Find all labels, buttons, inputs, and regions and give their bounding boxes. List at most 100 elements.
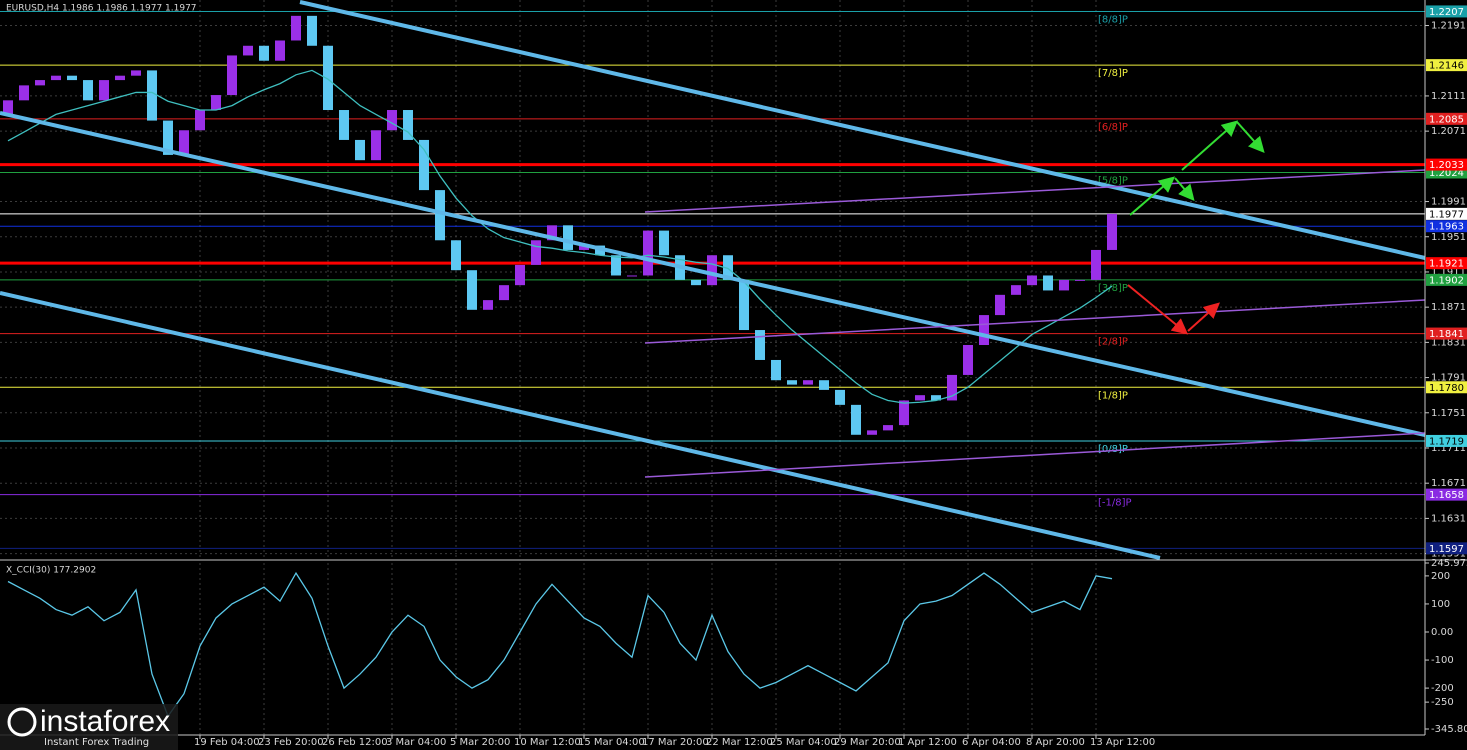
x-tick-label: 22 Mar 12:00 bbox=[706, 737, 773, 748]
channel-line bbox=[0, 291, 1161, 560]
candle bbox=[1075, 279, 1085, 281]
candle bbox=[147, 70, 157, 121]
price-box-label: 1.2085 bbox=[1429, 114, 1464, 125]
x-tick-label: 3 Mar 04:00 bbox=[386, 737, 446, 748]
level-name: [2/8]P bbox=[1098, 337, 1128, 348]
y-tick-label: 1.1711 bbox=[1431, 443, 1466, 454]
candle bbox=[67, 75, 77, 81]
price-box-label: 1.1977 bbox=[1429, 209, 1464, 220]
price-box bbox=[1426, 59, 1467, 72]
y-tick-label: 1.2071 bbox=[1431, 126, 1466, 137]
candle bbox=[963, 345, 973, 375]
candle bbox=[259, 45, 269, 61]
candle bbox=[1107, 213, 1117, 250]
candle bbox=[291, 15, 301, 41]
candle bbox=[211, 95, 221, 111]
arrow bbox=[1187, 302, 1220, 332]
level-name: [1/8]P bbox=[1098, 390, 1128, 401]
candle bbox=[3, 100, 13, 115]
candle bbox=[451, 240, 461, 271]
price-box bbox=[1426, 207, 1467, 220]
candle bbox=[979, 315, 989, 346]
candle bbox=[915, 395, 925, 401]
candle bbox=[819, 380, 829, 390]
y2-tick-label: 100 bbox=[1431, 599, 1450, 610]
price-box bbox=[1426, 5, 1467, 18]
y-tick-label: 1.1631 bbox=[1431, 513, 1466, 524]
candle bbox=[371, 130, 381, 161]
price-box bbox=[1426, 273, 1467, 286]
candle bbox=[195, 110, 205, 131]
candle bbox=[531, 240, 541, 265]
candle bbox=[419, 139, 429, 191]
price-box-label: 1.1921 bbox=[1429, 259, 1464, 270]
candle bbox=[115, 75, 125, 81]
candle bbox=[627, 275, 637, 277]
candle bbox=[931, 395, 941, 401]
symbol-header: EURUSD,H4 1.1986 1.1986 1.1977 1.1977 bbox=[6, 4, 197, 14]
price-box bbox=[1426, 257, 1467, 270]
price-box-label: 1.1658 bbox=[1429, 490, 1464, 501]
watermark-logo bbox=[7, 707, 37, 737]
y-tick-label: 1.1991 bbox=[1431, 197, 1466, 208]
candle bbox=[131, 70, 141, 76]
y2-tick-label: 200 bbox=[1431, 571, 1450, 582]
moving-average bbox=[7, 69, 1113, 404]
watermark: instaforex Instant Forex Trading bbox=[0, 704, 178, 750]
candle bbox=[1091, 249, 1101, 280]
candle bbox=[659, 230, 669, 256]
regression-line bbox=[644, 169, 1426, 213]
y2-tick-label: -200 bbox=[1431, 683, 1454, 694]
candle bbox=[163, 120, 173, 155]
candle bbox=[467, 270, 477, 310]
level-name: [3/8]P bbox=[1098, 283, 1128, 294]
arrow bbox=[1129, 176, 1176, 216]
candle bbox=[515, 264, 525, 286]
y-tick-label: 1.1911 bbox=[1431, 267, 1466, 278]
candle bbox=[803, 380, 813, 385]
candle bbox=[851, 404, 861, 435]
x-tick-label: 6 Apr 04:00 bbox=[962, 737, 1021, 748]
indicator-title: X_CCI(30) 177.2902 bbox=[6, 566, 96, 576]
y2-tick-label: -345.801 bbox=[1431, 724, 1467, 735]
x-tick-label: 8 Apr 20:00 bbox=[1026, 737, 1085, 748]
candle bbox=[275, 40, 285, 61]
candle bbox=[499, 285, 509, 301]
x-tick-label: 19 Feb 04:00 bbox=[194, 737, 260, 748]
candle bbox=[1011, 285, 1021, 295]
channel-line bbox=[0, 111, 1426, 437]
x-tick-label: 13 Apr 12:00 bbox=[1090, 737, 1155, 748]
y2-tick-label: 0.00 bbox=[1431, 627, 1453, 638]
candle bbox=[691, 279, 701, 286]
watermark-tagline: Instant Forex Trading bbox=[44, 737, 149, 748]
candle bbox=[755, 330, 765, 360]
price-box-label: 1.2024 bbox=[1429, 168, 1464, 179]
level-name: [8/8]P bbox=[1098, 14, 1128, 25]
candle bbox=[579, 245, 589, 250]
candle bbox=[867, 430, 877, 435]
candle bbox=[1027, 275, 1037, 286]
levels: [8/8]P [7/8]P [6/8]P [5/8]P [3/8]P [2/8]P [1/8… bbox=[0, 10, 1425, 549]
candle bbox=[323, 45, 333, 111]
candle bbox=[307, 15, 317, 46]
candle bbox=[387, 110, 397, 131]
candle bbox=[787, 380, 797, 385]
candle bbox=[35, 80, 45, 86]
price-box bbox=[1426, 434, 1467, 447]
x-tick-label: 26 Feb 12:00 bbox=[322, 737, 388, 748]
candle bbox=[435, 190, 445, 241]
candle bbox=[899, 400, 909, 426]
price-box bbox=[1426, 381, 1467, 394]
price-box bbox=[1426, 488, 1467, 501]
candle bbox=[403, 110, 413, 140]
candle bbox=[243, 45, 253, 56]
grid bbox=[0, 0, 1425, 735]
candle bbox=[947, 374, 957, 401]
candle bbox=[835, 389, 845, 405]
drawings bbox=[0, 0, 1426, 560]
x-tick-label: 5 Mar 20:00 bbox=[450, 737, 510, 748]
candle bbox=[1059, 279, 1069, 291]
y2-tick-label: 245.975 bbox=[1431, 558, 1467, 569]
x-tick-label: 17 Mar 20:00 bbox=[642, 737, 709, 748]
